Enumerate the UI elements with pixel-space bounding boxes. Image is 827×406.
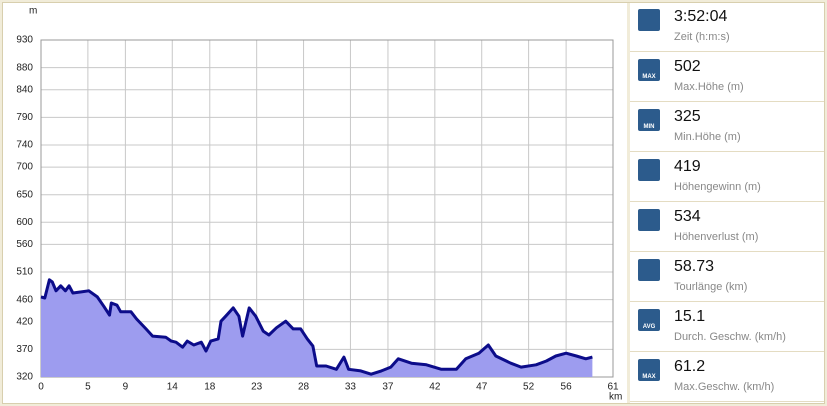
x-tick-label: 5 xyxy=(85,382,91,393)
stat-label: Durch. Geschw. (km/h) xyxy=(674,331,786,343)
stat-icon: AVG xyxy=(638,309,660,331)
stat-row: 3:52:04 Zeit (h:m:s) xyxy=(630,3,824,52)
y-tick-label: 930 xyxy=(16,35,33,46)
stat-value: 419 xyxy=(674,158,701,175)
y-tick-label: 510 xyxy=(16,267,33,278)
x-tick-label: 56 xyxy=(561,382,573,393)
y-tick-label: 700 xyxy=(16,162,33,173)
stat-label: Max.Höhe (m) xyxy=(674,81,744,93)
y-tick-label: 460 xyxy=(16,294,33,305)
y-tick-label: 370 xyxy=(16,344,33,355)
stat-label: Tourlänge (km) xyxy=(674,281,748,293)
stat-row: 419 Höhengewinn (m) xyxy=(630,153,824,202)
stat-value: 61.2 xyxy=(674,358,706,375)
stat-icon xyxy=(638,259,660,281)
x-tick-label: 9 xyxy=(123,382,129,393)
line xyxy=(40,278,593,376)
y-tick-label: 790 xyxy=(16,112,33,123)
x-tick-label: 52 xyxy=(523,382,535,393)
y-tick-label: 740 xyxy=(16,140,33,151)
stat-icon xyxy=(638,209,660,231)
x-tick-label: 0 xyxy=(38,382,44,393)
y-unit: m xyxy=(29,6,37,17)
y-tick-label: 880 xyxy=(16,62,33,73)
y-tick-label: 320 xyxy=(16,372,33,383)
stat-value: 502 xyxy=(674,58,701,75)
x-tick-label: 23 xyxy=(251,382,263,393)
x-tick-label: 14 xyxy=(167,382,179,393)
y-tick-label: 600 xyxy=(16,217,33,228)
stat-icon xyxy=(638,159,660,181)
stat-icon: MIN xyxy=(638,109,660,131)
stat-row: MAX 61.2 Max.Geschw. (km/h) xyxy=(630,353,824,402)
y-tick-label: 420 xyxy=(16,316,33,327)
stat-label: Min.Höhe (m) xyxy=(674,131,741,143)
chart: m km 32037042046051056060065070074079084… xyxy=(3,3,627,403)
x-tick-label: 42 xyxy=(429,382,441,393)
area-fill xyxy=(41,279,593,377)
x-tick-label: 33 xyxy=(345,382,357,393)
stat-value: 325 xyxy=(674,108,701,125)
stat-row: MIN 325 Min.Höhe (m) xyxy=(630,103,824,152)
stat-label: Max.Geschw. (km/h) xyxy=(674,381,775,393)
x-tick-label: 28 xyxy=(298,382,310,393)
stats-panel: 3:52:04 Zeit (h:m:s) MAX 502 Max.Höhe (m) MIN… xyxy=(630,3,824,403)
stat-row: 58.73 Tourlänge (km) xyxy=(630,253,824,302)
stat-value: 3:52:04 xyxy=(674,8,728,25)
stat-icon: MAX xyxy=(638,59,660,81)
y-tick-label: 560 xyxy=(16,239,33,250)
stat-row: AVG 15.1 Durch. Geschw. (km/h) xyxy=(630,303,824,352)
x-tick-label: 61 xyxy=(607,382,619,393)
stat-value: 58.73 xyxy=(674,258,715,275)
stat-value: 534 xyxy=(674,208,701,225)
stat-label: Höhengewinn (m) xyxy=(674,181,761,193)
stat-row: MAX 502 Max.Höhe (m) xyxy=(630,53,824,102)
y-tick-label: 840 xyxy=(16,84,33,95)
stat-value: 15.1 xyxy=(674,308,706,325)
stat-label: Höhenverlust (m) xyxy=(674,231,759,243)
stat-icon: MAX xyxy=(638,359,660,381)
stat-icon xyxy=(638,9,660,31)
x-tick-label: 47 xyxy=(476,382,488,393)
stat-label: Zeit (h:m:s) xyxy=(674,31,730,43)
y-tick-label: 650 xyxy=(16,189,33,200)
stat-row: 534 Höhenverlust (m) xyxy=(630,203,824,252)
x-unit: km xyxy=(609,392,622,403)
x-tick-label: 18 xyxy=(204,382,216,393)
x-tick-label: 37 xyxy=(382,382,394,393)
